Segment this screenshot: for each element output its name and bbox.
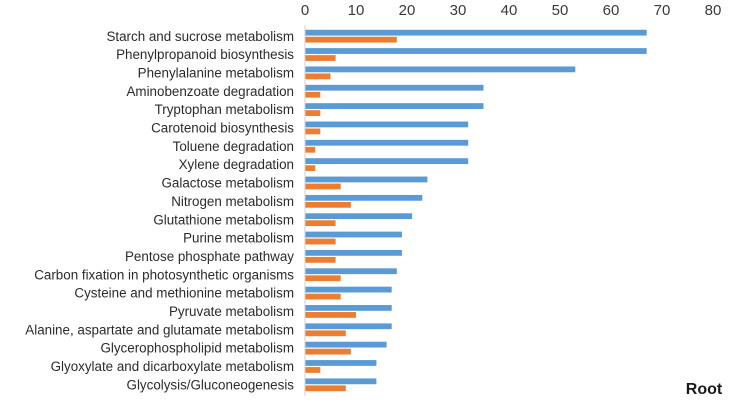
category-label: Phenylpropanoid biosynthesis: [116, 47, 294, 62]
bars: [305, 29, 647, 392]
bar-series-1: [305, 213, 413, 220]
bar-series-1: [305, 231, 402, 238]
x-tick-label: 30: [450, 2, 467, 19]
bar-series-1: [305, 378, 377, 385]
panel-label: Root: [686, 381, 723, 398]
x-tick-label: 0: [301, 2, 309, 19]
bar-series-1: [305, 360, 377, 366]
x-tick-label: 40: [501, 2, 518, 19]
bar-series-2: [305, 91, 321, 98]
x-tick-label: 60: [603, 2, 620, 19]
category-label: Carotenoid biosynthesis: [151, 121, 294, 136]
x-tick-label: 70: [654, 2, 671, 19]
category-label: Xylene degradation: [179, 157, 294, 172]
bar-series-1: [305, 249, 402, 256]
bar-series-1: [305, 158, 469, 165]
bar-series-2: [305, 293, 341, 300]
bar-series-2: [305, 110, 321, 116]
bar-series-1: [305, 194, 423, 201]
bar-series-2: [305, 330, 346, 337]
category-label: Carbon fixation in photosynthetic organi…: [34, 267, 294, 282]
bar-series-2: [305, 36, 397, 43]
bar-series-1: [305, 121, 469, 128]
bar-series-1: [305, 66, 576, 73]
bar-series-1: [305, 268, 397, 275]
category-label: Starch and sucrose metabolism: [106, 29, 294, 44]
bar-series-2: [305, 312, 356, 318]
bar-series-2: [305, 275, 341, 282]
category-label: Purine metabolism: [183, 231, 294, 246]
bar-series-2: [305, 183, 341, 190]
bar-series-2: [305, 256, 336, 263]
bar-series-1: [305, 48, 647, 54]
bar-series-2: [305, 146, 316, 153]
bar-series-2: [305, 128, 321, 135]
category-label: Glyoxylate and dicarboxylate metabolism: [51, 359, 294, 374]
bar-series-2: [305, 385, 346, 392]
bar-series-1: [305, 176, 428, 183]
bar-series-1: [305, 323, 392, 330]
bar-series-2: [305, 220, 336, 227]
category-labels: Starch and sucrose metabolism Phenylpropa…: [25, 29, 294, 393]
x-axis-ticks: 0 10 20 30 40 50 60 70 80: [301, 2, 722, 19]
bar-series-1: [305, 103, 484, 109]
category-label: Phenylalanine metabolism: [138, 65, 294, 80]
bar-series-2: [305, 238, 336, 245]
category-label: Pentose phosphate pathway: [125, 249, 294, 264]
bar-series-2: [305, 165, 316, 172]
category-label: Alanine, aspartate and glutamate metabol…: [25, 322, 294, 337]
x-tick-label: 10: [348, 2, 365, 19]
category-label: Nitrogen metabolism: [171, 194, 294, 209]
category-label: Toluene degradation: [173, 139, 294, 154]
category-label: Tryptophan metabolism: [155, 102, 294, 117]
bar-series-1: [305, 286, 392, 293]
x-tick-label: 50: [552, 2, 569, 19]
category-label: Glycerophospholipid metabolism: [100, 341, 294, 356]
category-label: Glycolysis/Gluconeogenesis: [127, 377, 295, 392]
x-tick-label: 20: [399, 2, 416, 19]
bar-series-2: [305, 55, 336, 61]
category-label: Pyruvate metabolism: [169, 304, 294, 319]
bar-series-1: [305, 84, 484, 91]
category-label: Galactose metabolism: [162, 176, 294, 191]
bar-series-2: [305, 367, 321, 373]
bar-series-1: [305, 139, 469, 146]
x-tick-label: 80: [705, 2, 722, 19]
bar-series-1: [305, 29, 647, 36]
bar-series-2: [305, 348, 351, 355]
category-label: Aminobenzoate degradation: [126, 84, 294, 99]
bar-series-2: [305, 201, 351, 208]
bar-series-1: [305, 305, 392, 311]
category-label: Cysteine and methionine metabolism: [74, 286, 294, 301]
bar-series-2: [305, 73, 331, 80]
category-label: Glutathione metabolism: [153, 212, 294, 227]
bar-series-1: [305, 341, 387, 348]
